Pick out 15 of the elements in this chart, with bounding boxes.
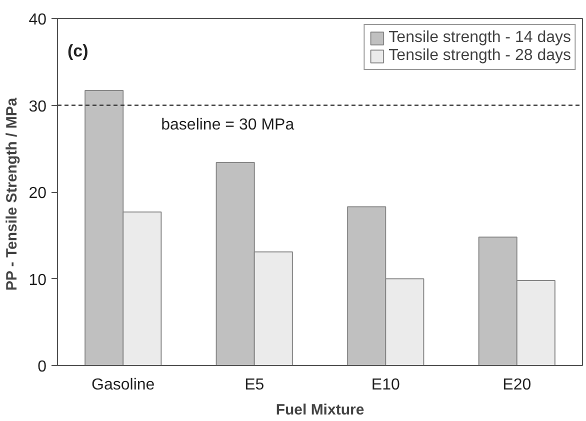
- x-tick-label: E10: [371, 376, 400, 394]
- y-tick-label: 20: [28, 185, 47, 202]
- x-tick-label: E5: [244, 376, 264, 394]
- y-axis-title: PP - Tensile Strength / MPa: [4, 97, 21, 291]
- y-tick-label: 30: [28, 98, 47, 116]
- ref-line-label: baseline = 30 MPa: [161, 116, 294, 134]
- x-tick-label: Gasoline: [92, 376, 155, 394]
- legend-label: Tensile strength - 14 days: [388, 29, 571, 47]
- y-tick-label: 40: [28, 12, 47, 28]
- y-tick-label: 0: [38, 358, 47, 376]
- legend-label: Tensile strength - 28 days: [388, 47, 571, 65]
- x-axis-title: Fuel Mixture: [276, 402, 364, 418]
- y-tick-label: 10: [28, 272, 47, 289]
- annotation: (c): [68, 42, 88, 60]
- x-tick-label: E20: [502, 376, 532, 394]
